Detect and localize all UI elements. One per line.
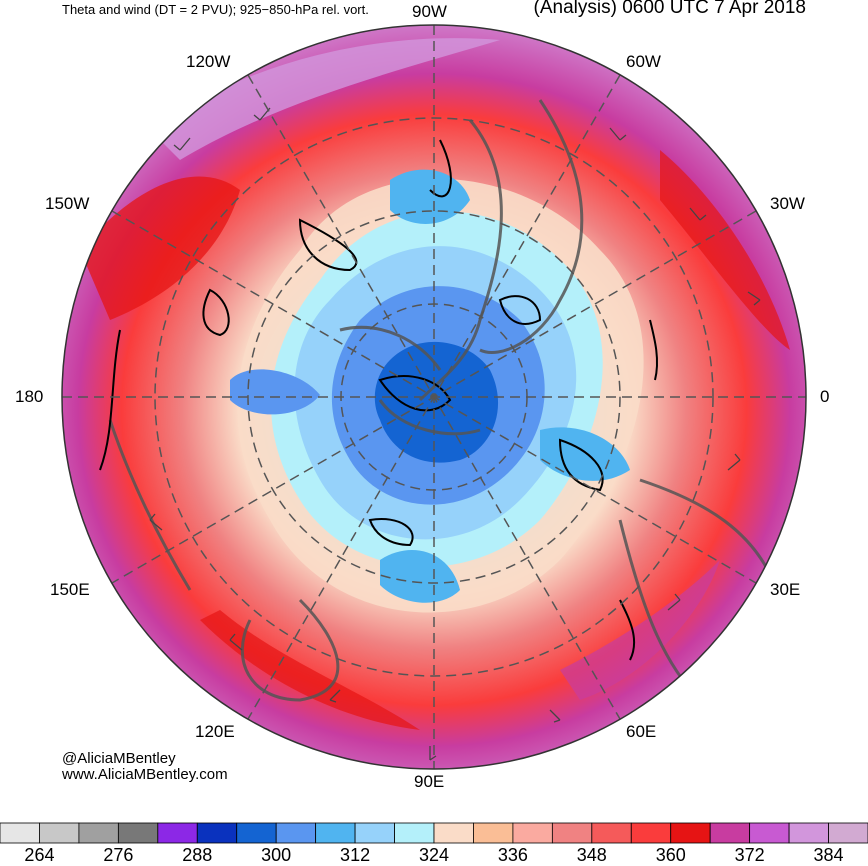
colorbar-tick-label: 384 (813, 845, 844, 865)
theta-colorbar (0, 822, 868, 844)
colorbar-swatch (117, 822, 159, 844)
lon-label-90w: 90W (412, 2, 447, 21)
colorbar-swatch (315, 822, 356, 844)
colorbar-swatch (749, 822, 790, 844)
lon-label-30w: 30W (770, 194, 805, 213)
colorbar-swatch (512, 822, 553, 844)
colorbar-swatch (828, 822, 868, 844)
colorbar-tick-label: 312 (340, 845, 371, 865)
lon-label-30e: 30E (770, 580, 801, 599)
polar-stereographic-map (61, 24, 807, 770)
lon-label-60e: 60E (626, 722, 657, 741)
vorticity-contours (99, 139, 659, 661)
colorbar-swatch (78, 822, 119, 844)
colorbar-swatch (630, 822, 672, 844)
credit-website: www.AliciaMBentley.com (62, 766, 228, 783)
lon-label-150e: 150E (50, 580, 90, 599)
colorbar-swatch (236, 822, 277, 844)
colorbar-swatch (157, 822, 198, 844)
colorbar-swatch (394, 822, 435, 844)
colorbar-swatch (433, 822, 474, 844)
lon-label-90e: 90E (414, 772, 445, 791)
lon-label-120e: 120E (195, 722, 235, 741)
theta-pattern (80, 38, 790, 730)
map-boundary (61, 24, 807, 770)
colorbar-swatch (275, 822, 317, 844)
map-title: (Analysis) 0600 UTC 7 Apr 2018 (533, 0, 806, 18)
lon-label-60w: 60W (626, 52, 661, 71)
colorbar-tick-label: 360 (655, 845, 686, 865)
colorbar-tick-label: 348 (576, 845, 607, 865)
colorbar-swatch (354, 822, 395, 844)
colorbar-swatch (788, 822, 829, 844)
colorbar-tick-label: 300 (261, 845, 292, 865)
colorbar-swatch (39, 822, 80, 844)
colorbar-tick-label: 336 (497, 845, 528, 865)
colorbar-swatch (670, 822, 711, 844)
lon-label-150w: 150W (45, 194, 90, 213)
colorbar-swatch (473, 822, 514, 844)
colorbar-swatch (551, 822, 593, 844)
map-subtitle: Theta and wind (DT = 2 PVU); 925−850-hPa… (62, 2, 369, 17)
lon-label-120w: 120W (186, 52, 231, 71)
credit-handle: @AliciaMBentley (62, 750, 176, 767)
colorbar-swatch (709, 822, 751, 844)
colorbar-tick-label: 372 (734, 845, 765, 865)
wind-barbs (149, 107, 761, 761)
colorbar-swatch (196, 822, 238, 844)
graticule (62, 25, 806, 769)
lon-label-180: 180 (15, 387, 44, 406)
colorbar-tick-label: 276 (103, 845, 134, 865)
colorbar-tick-label: 288 (182, 845, 213, 865)
colorbar-swatch (0, 822, 40, 844)
lon-label-0: 0 (820, 387, 830, 406)
colorbar-swatch (591, 822, 632, 844)
colorbar-tick-label: 264 (24, 845, 55, 865)
colorbar-tick-label: 324 (418, 845, 450, 865)
